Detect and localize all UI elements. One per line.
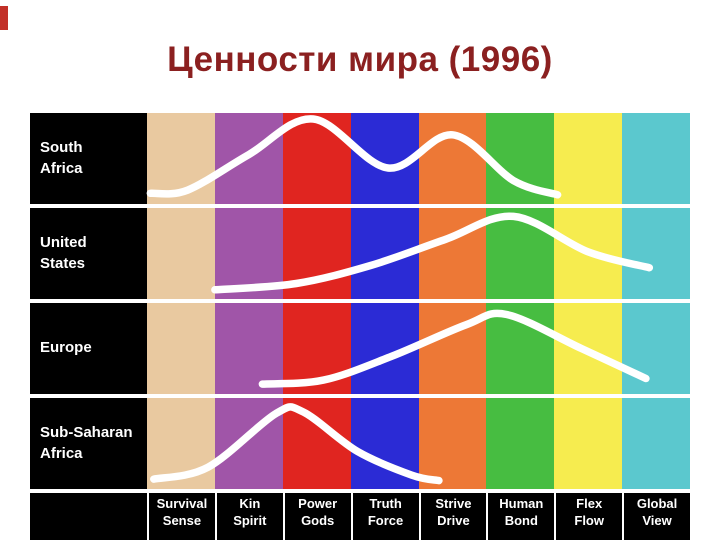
axis-corner <box>30 493 147 540</box>
axis-label-flex-flow: Flex Flow <box>554 493 622 540</box>
axis-label-power-gods: Power Gods <box>282 493 351 540</box>
distribution-curves <box>146 115 654 485</box>
chart-plot-area: South Africa United States Europe Sub-Sa… <box>30 113 690 489</box>
axis-label-truth-force: Truth Force <box>350 493 419 540</box>
x-axis-labels: Survival Sense Kin Spirit Power Gods Tru… <box>30 489 690 540</box>
axis-label-global-view: Global View <box>622 493 690 540</box>
slide-title: Ценности мира (1996) <box>167 40 553 79</box>
row-separator <box>30 204 690 208</box>
row-separator <box>30 299 690 303</box>
distribution-curve-europe <box>258 309 650 388</box>
row-separator <box>30 394 690 398</box>
axis-label-survival-sense: Survival Sense <box>147 493 215 540</box>
distribution-curve-united-states <box>211 212 654 294</box>
axis-label-kin-spirit: Kin Spirit <box>214 493 283 540</box>
distribution-curve-sub-saharan-africa <box>150 403 443 485</box>
values-chart: South Africa United States Europe Sub-Sa… <box>30 113 690 540</box>
region-label-united-states: United States <box>30 208 147 299</box>
corner-accent <box>0 6 8 30</box>
region-label-sub-saharan-africa: Sub-Saharan Africa <box>30 398 147 489</box>
axis-label-human-bond: Human Bond <box>486 493 554 540</box>
region-label-south-africa: South Africa <box>30 113 147 204</box>
region-label-europe: Europe <box>30 303 147 394</box>
axis-label-strive-drive: Strive Drive <box>418 493 487 540</box>
distribution-curve-south-africa <box>146 115 562 199</box>
